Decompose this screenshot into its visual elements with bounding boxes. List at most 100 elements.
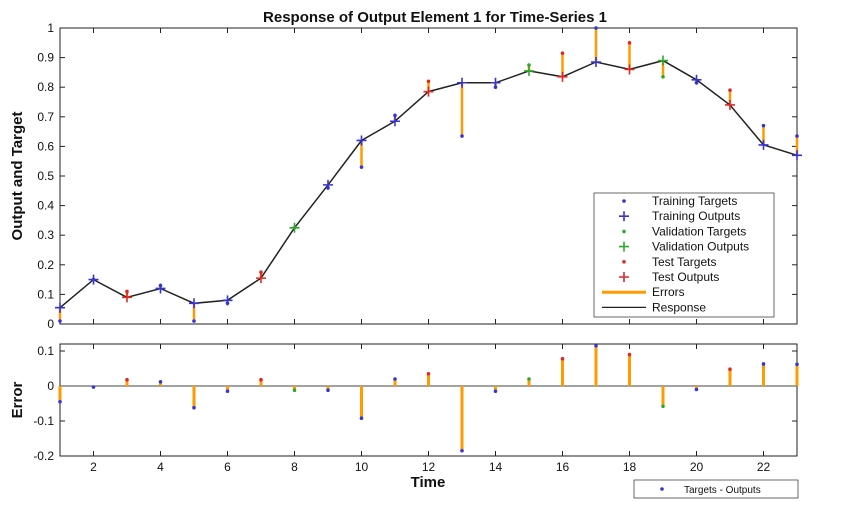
legend-errors-label: Errors — [652, 285, 685, 299]
error-point — [359, 416, 364, 421]
target-point — [58, 319, 62, 323]
error-point — [125, 377, 129, 382]
error-point — [292, 388, 297, 393]
y-tick-label: 0.2 — [37, 258, 54, 272]
x-tick-label: 6 — [224, 460, 231, 474]
target-point — [192, 319, 196, 323]
legend-response-label: Response — [652, 300, 706, 314]
output-marker — [88, 274, 99, 285]
legend-bottom-label: Targets - Outputs — [684, 485, 761, 496]
legend-test-targets-label: Test Targets — [652, 255, 716, 269]
y-axis-label-top: Output and Target — [9, 112, 26, 241]
x-tick-label: 12 — [422, 460, 436, 474]
error-point — [795, 362, 799, 367]
error-point — [527, 377, 531, 381]
error-point — [560, 356, 565, 361]
error-point — [426, 371, 431, 376]
output-marker — [289, 222, 300, 233]
output-marker — [390, 116, 400, 127]
target-point — [426, 79, 431, 84]
error-bars — [58, 343, 799, 453]
y-tick-label: 0.7 — [37, 110, 54, 124]
legend-training-outputs-marker — [619, 211, 629, 222]
legend-training-targets-label: Training Targets — [652, 194, 737, 208]
output-marker — [524, 65, 534, 76]
error-point — [661, 404, 665, 409]
y-tick-label: 0.8 — [37, 80, 54, 94]
legend-test-outputs-label: Test Outputs — [652, 270, 719, 284]
target-point — [393, 113, 397, 118]
y-tick-label: 0.9 — [37, 51, 54, 65]
chart-title: Response of Output Element 1 for Time-Se… — [263, 9, 607, 26]
output-marker — [189, 298, 199, 309]
output-marker — [591, 57, 601, 68]
target-point — [560, 51, 565, 55]
target-point — [594, 26, 598, 30]
output-marker — [55, 302, 65, 313]
y-tick-label: -0.2 — [33, 449, 54, 463]
y-tick-label: 0.4 — [37, 199, 54, 213]
legend-bottom-marker — [660, 487, 664, 491]
bottom-axis-ticks: -0.2 -0.1 0 0.1 2 4 6 8 10 12 14 16 18 20 22 — [33, 344, 797, 474]
error-point — [192, 405, 196, 410]
target-point — [259, 270, 263, 275]
x-tick-label: 10 — [355, 460, 369, 474]
error-point — [594, 343, 598, 348]
y-axis-label-bottom: Error — [9, 382, 26, 419]
legend-validation-outputs-marker — [619, 241, 629, 252]
y-tick-label: 0 — [47, 379, 54, 393]
y-tick-label: 0.6 — [37, 139, 54, 153]
x-tick-label: 20 — [690, 460, 704, 474]
y-tick-label: -0.1 — [33, 414, 54, 428]
output-marker — [122, 292, 132, 303]
legend-bottom-box — [633, 479, 799, 499]
x-tick-label: 4 — [157, 460, 164, 474]
target-point — [661, 75, 665, 79]
output-marker — [423, 86, 434, 97]
legend-training-outputs-label: Training Outputs — [652, 209, 740, 223]
x-axis-label: Time — [411, 474, 446, 491]
error-point — [158, 380, 163, 384]
y-tick-label: 0.1 — [37, 344, 54, 358]
error-point — [460, 448, 464, 453]
error-point — [694, 387, 699, 392]
y-tick-label: 0.3 — [37, 228, 54, 242]
error-point — [728, 367, 732, 372]
output-marker — [557, 71, 568, 82]
error-point — [259, 377, 263, 382]
output-marker — [658, 55, 668, 66]
output-marker — [256, 273, 266, 284]
legend-bottom: Targets - Outputs — [633, 479, 799, 499]
output-marker — [457, 77, 467, 88]
x-tick-label: 14 — [489, 460, 503, 474]
y-tick-label: 0.1 — [37, 287, 54, 301]
target-point — [795, 134, 799, 138]
x-tick-label: 18 — [623, 460, 637, 474]
y-tick-label: 0 — [47, 317, 54, 331]
output-marker — [222, 295, 233, 306]
legend-validation-targets-label: Validation Targets — [652, 224, 746, 238]
legend-validation-targets-marker — [622, 229, 626, 234]
output-marker — [323, 179, 333, 190]
target-point — [460, 134, 464, 138]
output-marker — [792, 150, 802, 161]
output-marker — [725, 99, 735, 110]
target-point — [359, 165, 364, 169]
target-point — [527, 63, 531, 67]
output-marker — [624, 64, 635, 75]
legend-training-targets-marker — [622, 199, 626, 203]
target-point — [728, 88, 732, 92]
target-point — [761, 123, 766, 128]
error-point — [627, 352, 632, 357]
output-marker — [691, 74, 702, 85]
error-point — [493, 389, 498, 394]
output-marker — [356, 135, 367, 146]
top-markers — [55, 26, 802, 323]
y-tick-label: 0.5 — [37, 169, 54, 183]
y-tick-label: 1 — [47, 21, 54, 35]
output-marker — [758, 139, 769, 150]
error-point — [761, 362, 766, 366]
